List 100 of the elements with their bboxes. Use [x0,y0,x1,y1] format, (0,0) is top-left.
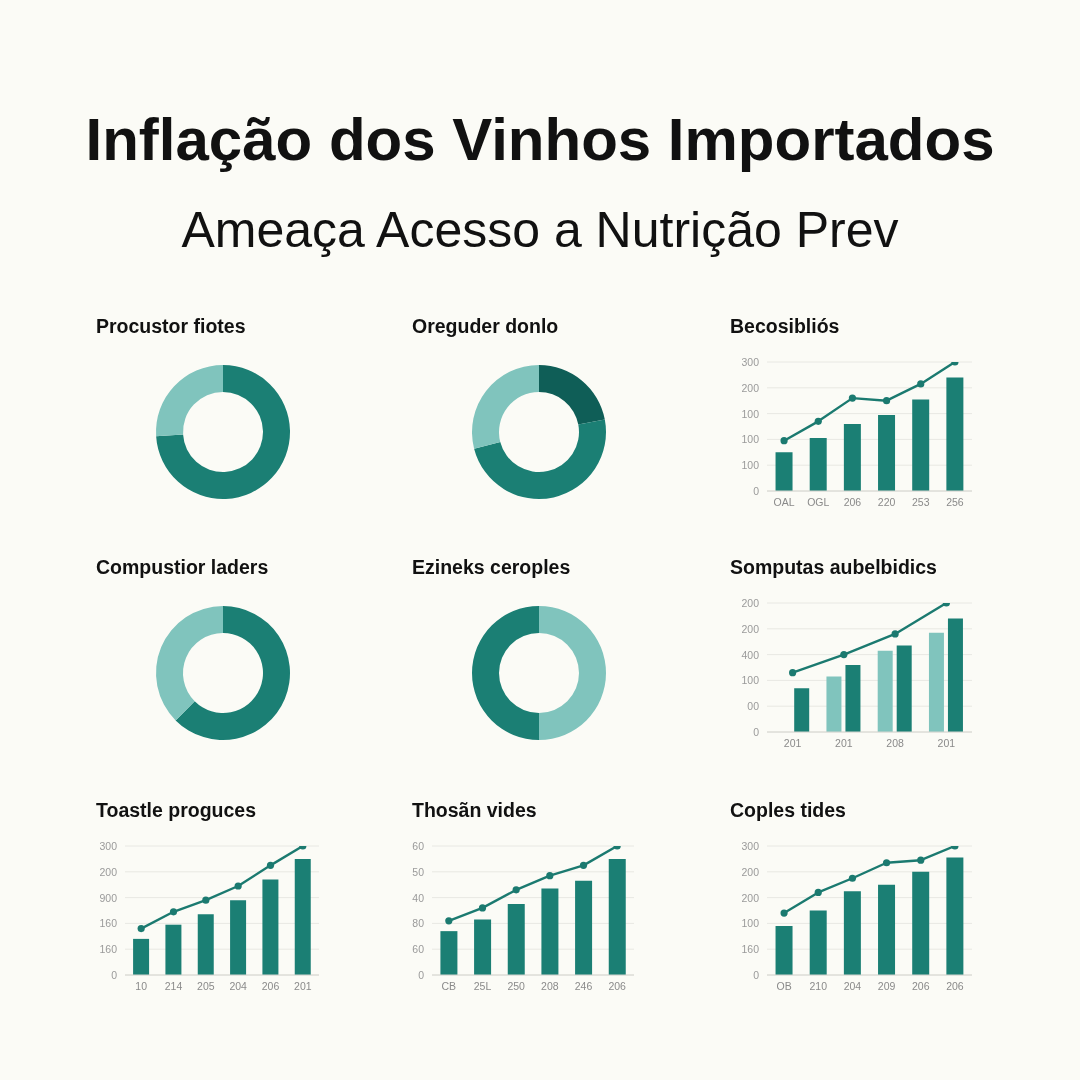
donut-slice [156,606,223,721]
text: 0 [753,725,759,739]
bar [165,924,182,975]
bar [928,632,944,732]
bar [775,925,793,975]
bar [912,399,930,491]
x-tick-label: OGL [807,496,830,509]
point [882,397,891,405]
text: 0 [753,968,759,982]
x-tick-label: CB [441,980,457,993]
bar [507,904,525,975]
bar [947,618,963,732]
text: 50 [412,864,424,879]
point [780,437,788,445]
bar [896,645,912,732]
bar [575,880,593,975]
text: 0 [753,484,759,498]
text: 300 [741,839,759,853]
x-tick-label: 201 [783,737,802,750]
point [789,669,797,677]
bar [878,884,896,975]
x-tick-label: 253 [911,496,930,509]
text: 200 [741,621,759,636]
point [848,394,857,402]
bar [608,858,626,975]
x-tick-label: 210 [809,980,828,993]
text: 160 [99,916,117,931]
text: 200 [99,864,117,879]
x-tick-label: 25L [473,980,492,993]
text: 200 [741,380,759,395]
point [917,380,925,388]
text: 200 [741,890,759,905]
x-tick-label: 206 [261,980,280,993]
text: 0 [418,968,424,982]
donut-slice [156,365,290,499]
text: 100 [741,432,759,447]
bar [230,900,247,975]
bar [809,910,827,975]
point [546,872,554,880]
text: 200 [741,596,759,610]
chart-title: Coples tides [730,798,846,822]
x-tick-label: 256 [946,496,964,509]
bar [826,676,842,732]
chart-title: Thosãn vides [412,798,537,822]
bar [877,650,893,732]
point [202,896,210,904]
bar [912,871,930,975]
text: Ameaça Acesso a Nutrição Prev [180,201,900,260]
text: 300 [99,839,117,853]
x-tick-label: 204 [229,980,248,993]
bar [946,857,964,975]
text: 60 [412,839,424,853]
bar [294,858,311,975]
x-tick-label: 250 [507,980,526,993]
chart-title: Oreguder donlo [412,314,559,338]
donut-slice [472,365,539,449]
x-tick-label: 208 [886,737,905,750]
point [840,651,848,659]
donut-slice [175,606,290,740]
text: 60 [412,942,424,957]
point [917,856,925,864]
point [445,917,453,925]
chart-title: Somputas aubelbidics [730,555,937,579]
text: 00 [747,699,759,714]
x-tick-label: 206 [946,980,964,993]
bar [262,879,279,975]
donut-slice [539,365,605,425]
bar [878,414,896,491]
point [579,861,588,869]
bar [843,423,861,491]
point [266,861,275,869]
text: 400 [741,647,759,662]
text: 160 [741,942,759,957]
x-tick-label: 208 [541,980,559,993]
bar [845,664,861,732]
donut-slice [539,606,606,740]
x-tick-label: 246 [574,980,593,993]
chart-title: Ezineks ceroples [412,555,571,579]
text: 100 [741,673,759,688]
chart-title: Procustor fiotes [96,314,246,338]
bar [440,931,458,975]
x-tick-label: 206 [608,980,627,993]
bar [133,938,150,975]
x-tick-label: 209 [877,980,896,993]
x-tick-label: 205 [197,980,215,993]
x-tick-label: 206 [911,980,930,993]
text: 100 [741,406,759,421]
point [234,882,242,890]
bar [843,891,861,975]
point [882,859,891,867]
point [512,886,520,894]
text: 900 [99,890,117,905]
text: 0 [111,968,117,982]
point [137,924,145,933]
bar [197,914,214,975]
text: 100 [741,458,759,473]
x-tick-label: OB [776,980,792,993]
x-tick-label: 201 [835,737,853,750]
point [848,874,857,882]
text: 200 [741,864,759,879]
